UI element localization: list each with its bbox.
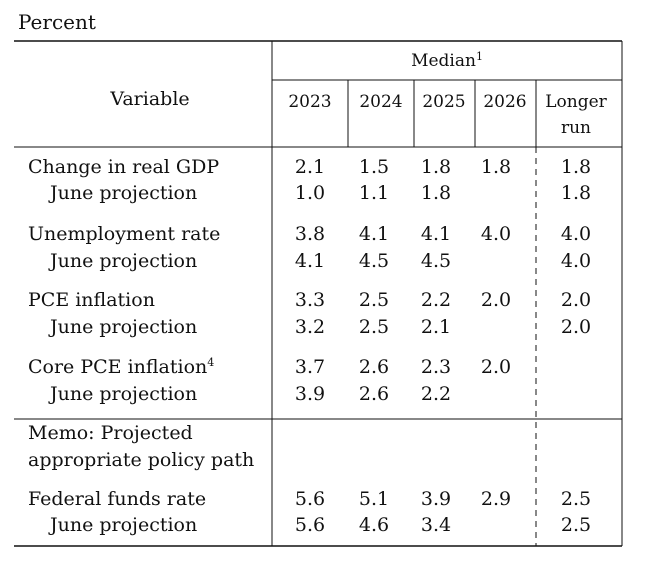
unit-label: Percent bbox=[18, 10, 96, 34]
cell-longer-run: 2.5 bbox=[560, 488, 592, 510]
cell-2024: 2.6 bbox=[358, 356, 390, 378]
cell-2025: 2.3 bbox=[420, 356, 452, 378]
row-label: Change in real GDP bbox=[28, 156, 220, 178]
cell-2023: 2.1 bbox=[294, 156, 326, 178]
cell-2023: 5.6 bbox=[294, 488, 326, 510]
cell-longer-run: 2.0 bbox=[560, 316, 592, 338]
cell-2025: 4.5 bbox=[420, 250, 452, 272]
cell-longer-run: 2.0 bbox=[560, 289, 592, 311]
cell-2024: 1.5 bbox=[358, 156, 390, 178]
row-label: PCE inflation bbox=[28, 289, 155, 311]
cell-longer-run: 2.5 bbox=[560, 514, 592, 536]
col-header-2025: 2025 bbox=[422, 92, 466, 112]
row-label: June projection bbox=[50, 182, 198, 204]
cell-2025: 3.4 bbox=[420, 514, 452, 536]
cell-2024: 2.5 bbox=[358, 289, 390, 311]
row-label: Unemployment rate bbox=[28, 223, 221, 245]
row-label: June projection bbox=[50, 383, 198, 405]
cell-2025: 1.8 bbox=[420, 156, 452, 178]
cell-2026: 1.8 bbox=[480, 156, 512, 178]
cell-longer-run: 1.8 bbox=[560, 182, 592, 204]
median-footnote: 1 bbox=[475, 50, 483, 63]
variable-header: Variable bbox=[110, 88, 190, 110]
col-header-2024: 2024 bbox=[359, 92, 403, 112]
cell-2025: 3.9 bbox=[420, 488, 452, 510]
col-header-longer-run-2: run bbox=[560, 118, 592, 138]
cell-2026: 2.0 bbox=[480, 356, 512, 378]
cell-longer-run: 4.0 bbox=[560, 250, 592, 272]
cell-longer-run: 1.8 bbox=[560, 156, 592, 178]
cell-2024: 4.5 bbox=[358, 250, 390, 272]
row-label: June projection bbox=[50, 250, 198, 272]
cell-2024: 5.1 bbox=[358, 488, 390, 510]
cell-2025: 1.8 bbox=[420, 182, 452, 204]
col-header-longer-run: Longer bbox=[545, 92, 607, 112]
col-header-2023: 2023 bbox=[288, 92, 332, 112]
cell-2023: 3.7 bbox=[294, 356, 326, 378]
memo-line-2: appropriate policy path bbox=[28, 449, 255, 471]
cell-longer-run: 4.0 bbox=[560, 223, 592, 245]
row-label: June projection bbox=[50, 316, 198, 338]
cell-2025: 2.2 bbox=[420, 289, 452, 311]
cell-2024: 4.1 bbox=[358, 223, 390, 245]
cell-2023: 3.3 bbox=[294, 289, 326, 311]
cell-2023: 1.0 bbox=[294, 182, 326, 204]
cell-2026: 2.9 bbox=[480, 488, 512, 510]
cell-2023: 5.6 bbox=[294, 514, 326, 536]
cell-2026: 4.0 bbox=[480, 223, 512, 245]
cell-2025: 2.2 bbox=[420, 383, 452, 405]
cell-2023: 3.2 bbox=[294, 316, 326, 338]
col-header-2026: 2026 bbox=[483, 92, 527, 112]
memo-line-1: Memo: Projected bbox=[28, 422, 193, 444]
median-header: Median1 bbox=[411, 50, 483, 71]
row-label: Core PCE inflation4 bbox=[28, 356, 215, 378]
cell-2025: 2.1 bbox=[420, 316, 452, 338]
cell-2024: 1.1 bbox=[358, 182, 390, 204]
cell-2023: 3.8 bbox=[294, 223, 326, 245]
cell-2026: 2.0 bbox=[480, 289, 512, 311]
row-label: June projection bbox=[50, 514, 198, 536]
cell-2023: 4.1 bbox=[294, 250, 326, 272]
cell-2023: 3.9 bbox=[294, 383, 326, 405]
cell-2024: 2.6 bbox=[358, 383, 390, 405]
cell-2024: 2.5 bbox=[358, 316, 390, 338]
row-label: Federal funds rate bbox=[28, 488, 207, 510]
cell-2025: 4.1 bbox=[420, 223, 452, 245]
core-pce-footnote: 4 bbox=[207, 356, 215, 369]
cell-2024: 4.6 bbox=[358, 514, 390, 536]
